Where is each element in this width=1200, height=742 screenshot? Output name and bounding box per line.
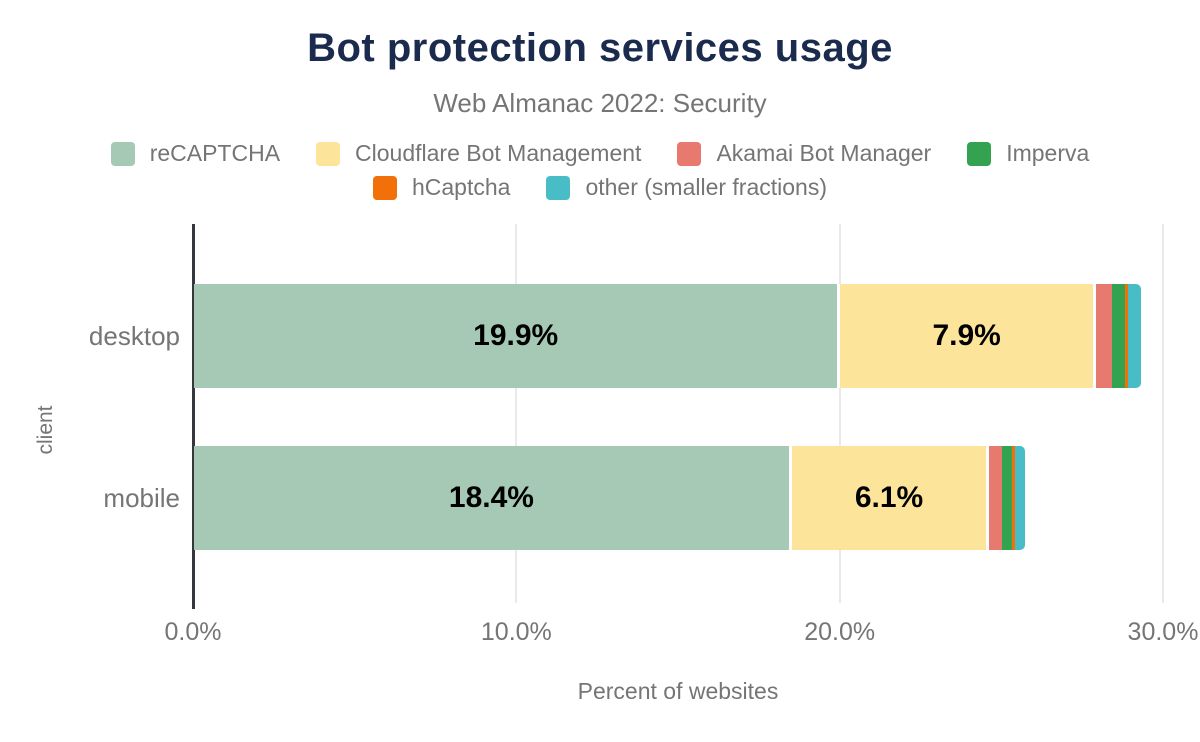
bar-segment [1125,284,1129,388]
legend-label: reCAPTCHA [149,140,281,166]
bar-segment [1011,446,1016,550]
gridline-20 [838,224,841,603]
legend-item: Imperva [967,140,1089,167]
y-axis-line [192,224,195,609]
category-label-mobile: mobile [103,483,180,513]
legend-swatch-icon [967,141,992,166]
legend-swatch-icon [316,141,341,166]
bar-segment: 7.9% [837,284,1093,388]
x-tick-label: 10.0% [480,618,552,646]
legend-swatch-icon [677,141,702,166]
legend-item: hCaptcha [372,174,511,201]
bar-row-desktop: 19.9% 7.9% [194,284,1142,388]
legend-label: Akamai Bot Manager [716,140,932,166]
bar-segment [1015,446,1025,550]
legend-swatch-icon [110,141,135,166]
legend-label: hCaptcha [411,174,511,200]
legend-label: Imperva [1006,140,1090,166]
gridline-30 [1162,224,1164,603]
legend-item: other (smaller fractions) [546,174,827,201]
legend-item: Akamai Bot Manager [677,140,931,167]
page-title: Bot protection services usage [307,26,893,70]
segment-data-label: 7.9% [932,319,1001,352]
gridline-10 [515,224,518,603]
segment-data-label: 18.4% [448,481,534,514]
x-tick-label: 20.0% [804,618,876,646]
bar-row-mobile: 18.4% 6.1% [194,446,1025,550]
segment-data-label: 19.9% [473,319,559,352]
legend-item: reCAPTCHA [110,140,281,167]
bar-segment [1092,284,1113,388]
legend: reCAPTCHA Cloudflare Bot Management Akamai… [60,140,1140,201]
legend-item: Cloudflare Bot Management [316,140,641,167]
bar-segment: 6.1% [788,446,987,550]
category-label-desktop: desktop [88,321,180,351]
bar-segment: 19.9% [194,284,838,388]
legend-swatch-icon [546,175,571,200]
segment-data-label: 6.1% [854,481,924,514]
legend-swatch-icon [372,175,397,200]
x-tick-label: 30.0% [1127,618,1199,646]
bar-segment [1128,284,1142,388]
chart-subtitle: Web Almanac 2022: Security [433,88,767,118]
bar-segment [986,446,1003,550]
bar-segment: 18.4% [194,446,789,550]
bar-segment [1002,446,1012,550]
legend-label: Cloudflare Bot Management [355,140,642,166]
legend-label: other (smaller fractions) [585,174,828,200]
bar-segment [1112,284,1126,388]
x-tick-label: 0.0% [164,618,222,646]
y-axis-title: client [34,405,57,455]
x-axis-title: Percent of websites [577,678,779,704]
